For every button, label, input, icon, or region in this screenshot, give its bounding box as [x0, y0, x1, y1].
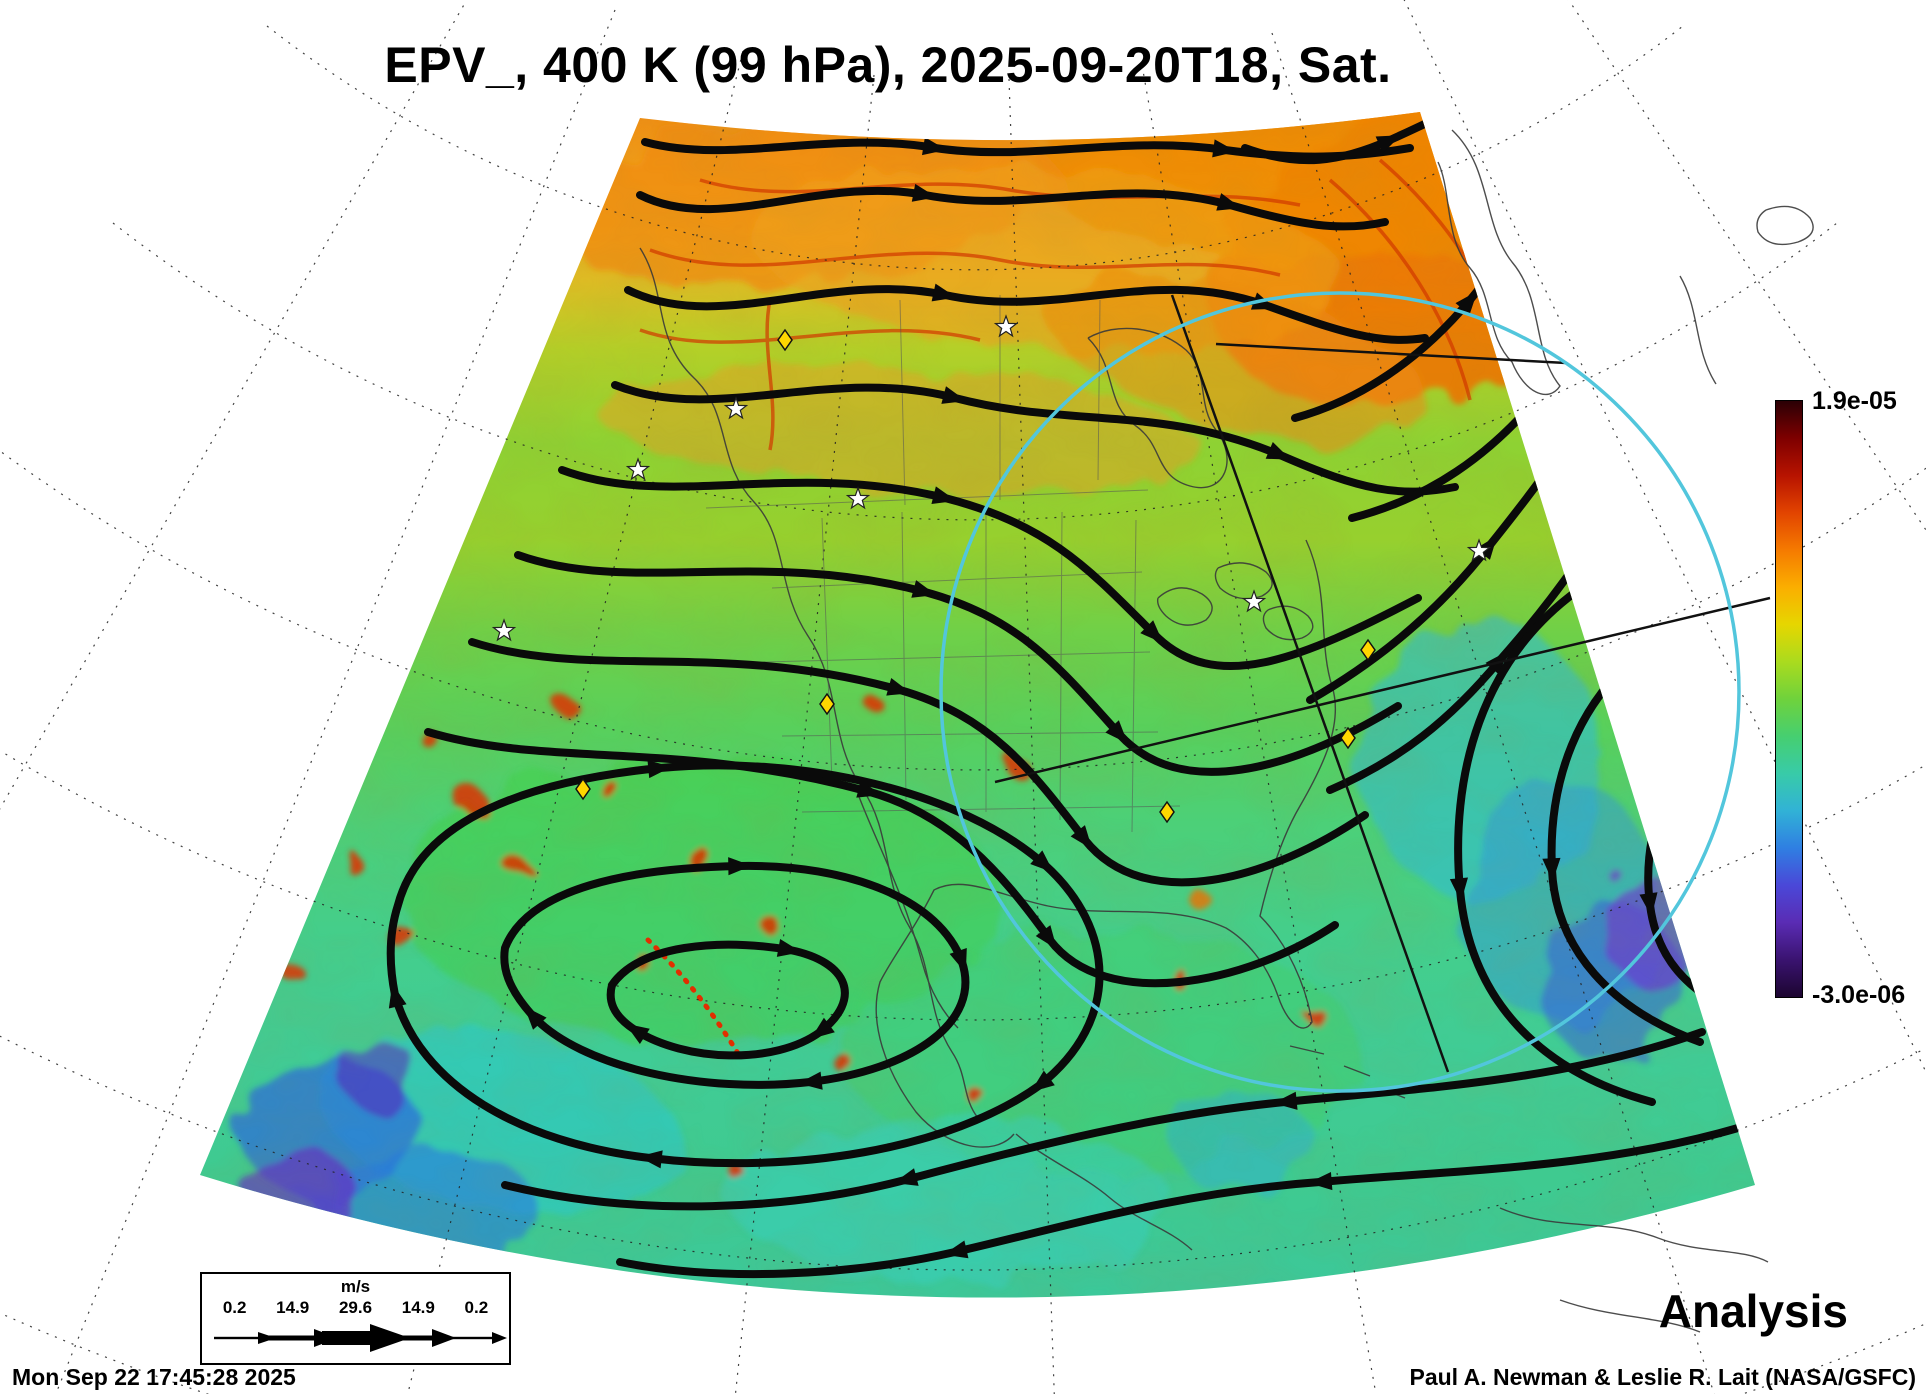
great-circle-lines: [994, 294, 1771, 1073]
wind-tick: 14.9: [401, 1298, 435, 1317]
wind-tick: 0.2: [222, 1298, 247, 1317]
generation-timestamp: Mon Sep 22 17:45:28 2025: [12, 1364, 296, 1390]
streamlines: [386, 112, 1742, 1279]
diamond-marker: [777, 328, 793, 352]
wind-tick: 0.2: [464, 1298, 489, 1317]
wind-tick: 29.6: [338, 1298, 373, 1317]
wind-unit-label: m/s: [340, 1277, 371, 1296]
range-circle: [939, 291, 1741, 1093]
colorbar: [1775, 400, 1803, 998]
epv-field: [200, 112, 1755, 1298]
wind-scale-arrow-icon: [214, 1324, 507, 1352]
diamond-marker: [575, 777, 591, 801]
diamond-marker: [1159, 800, 1175, 824]
colorbar-max-label: 1.9e-05: [1812, 387, 1897, 415]
page-title: EPV_, 400 K (99 hPa), 2025-09-20T18, Sat…: [384, 37, 1392, 93]
star-marker: [1466, 538, 1492, 562]
diamond-marker: [819, 692, 835, 716]
star-marker: [845, 486, 871, 510]
wind-speed-legend: m/s 0.2 14.9 29.6 14.9 0.2: [200, 1272, 511, 1365]
star-marker: [1241, 589, 1267, 613]
colorbar-min-label: -3.0e-06: [1812, 981, 1906, 1009]
star-marker: [625, 457, 651, 481]
diamond-marker: [1360, 638, 1376, 662]
credit-text: Paul A. Newman & Leslie R. Lait (NASA/GS…: [1409, 1364, 1916, 1390]
star-marker: [723, 396, 749, 420]
wind-tick-labels: 0.2 14.9 29.6 14.9 0.2: [202, 1298, 509, 1318]
analysis-label: Analysis: [1658, 1285, 1848, 1337]
station-markers: [491, 314, 1492, 824]
wind-tick: 14.9: [276, 1298, 310, 1317]
star-marker: [491, 618, 517, 642]
star-marker: [993, 314, 1019, 338]
diamond-marker: [1340, 726, 1356, 750]
